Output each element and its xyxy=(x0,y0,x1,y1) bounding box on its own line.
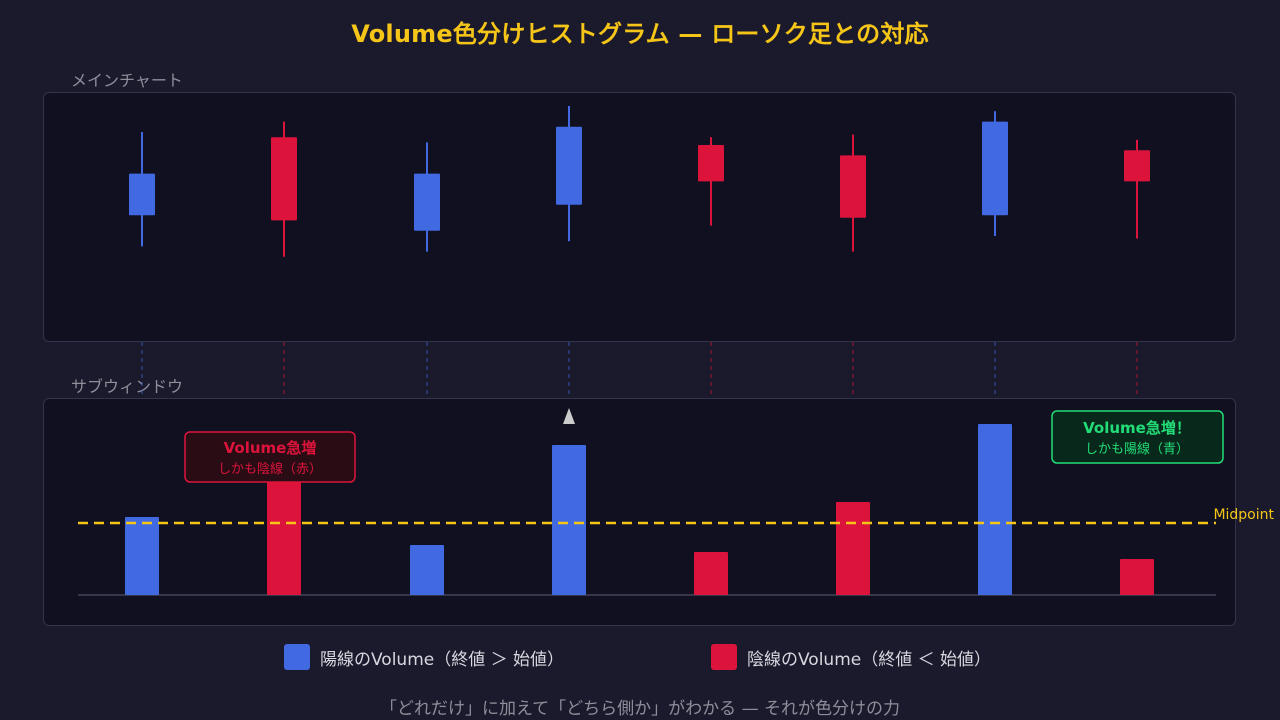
volume-bar-7 xyxy=(978,424,1012,595)
legend-label-bearish: 陰線のVolume（終値 ＜ 始値） xyxy=(747,649,992,670)
annotation-right-title: Volume急増！ xyxy=(1083,419,1191,437)
volume-bar-5 xyxy=(694,552,728,595)
main-chart-label: メインチャート xyxy=(71,71,183,90)
main-chart-panel xyxy=(43,92,1236,342)
annotation-left-title: Volume急増 xyxy=(224,439,317,457)
candle-body-6 xyxy=(840,155,866,218)
candle-body-8 xyxy=(1124,150,1150,182)
legend-label-bullish: 陽線のVolume（終値 ＞ 始値） xyxy=(320,649,565,670)
up-arrow-icon xyxy=(563,408,575,424)
legend-swatch-bearish xyxy=(711,644,737,670)
annotation-right-box xyxy=(1051,410,1224,464)
candle-body-2 xyxy=(271,137,297,221)
legend-bullish: 陽線のVolume（終値 ＞ 始値） xyxy=(284,644,564,670)
volume-bar-6 xyxy=(836,502,870,595)
candle-body-3 xyxy=(414,173,440,231)
candle-body-5 xyxy=(698,145,724,182)
midpoint-label: Midpoint xyxy=(1213,507,1274,523)
volume-bar-1 xyxy=(125,517,159,595)
annotation-left-box xyxy=(184,431,356,483)
footer-caption: 「どれだけ」に加えて「どちら側か」がわかる — それが色分けの力 xyxy=(380,699,900,719)
volume-bar-2 xyxy=(267,479,301,595)
page-title: Volume色分けヒストグラム — ローソク足との対応 xyxy=(351,20,929,48)
sub-window-panel xyxy=(43,398,1236,626)
annotation-right-sub: しかも陽線（青） xyxy=(1085,441,1189,457)
annotation-left-sub: しかも陰線（赤） xyxy=(218,461,322,477)
candle-body-1 xyxy=(129,173,155,216)
candle-body-7 xyxy=(982,121,1008,216)
legend-bearish: 陰線のVolume（終値 ＜ 始値） xyxy=(711,644,991,670)
volume-bar-8 xyxy=(1120,559,1154,595)
volume-bar-3 xyxy=(410,545,444,595)
sub-window-label: サブウィンドウ xyxy=(71,377,184,396)
candle-body-4 xyxy=(556,126,582,205)
legend-swatch-bullish xyxy=(284,644,310,670)
volume-bar-4 xyxy=(552,445,586,595)
